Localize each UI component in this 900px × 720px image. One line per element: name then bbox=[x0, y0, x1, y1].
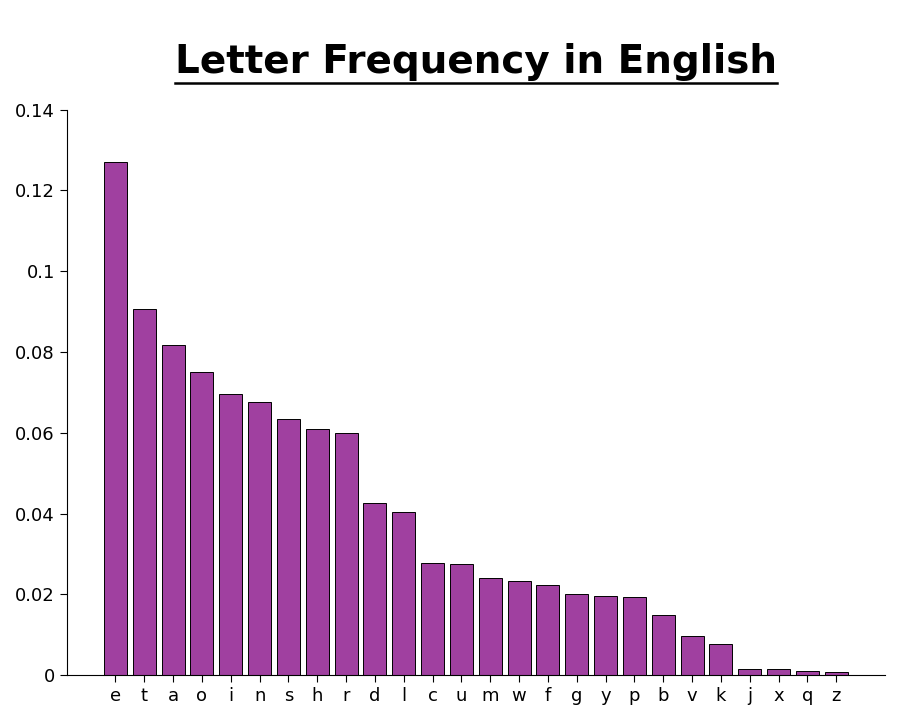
Bar bbox=[220, 394, 242, 675]
Bar bbox=[277, 420, 300, 675]
Bar bbox=[479, 578, 502, 675]
Bar bbox=[421, 563, 444, 675]
Bar bbox=[536, 585, 560, 675]
Bar bbox=[623, 597, 646, 675]
Bar bbox=[709, 644, 733, 675]
Bar bbox=[652, 615, 675, 675]
Bar bbox=[364, 503, 386, 675]
Bar bbox=[767, 669, 790, 675]
Bar bbox=[392, 513, 415, 675]
Bar bbox=[680, 636, 704, 675]
Bar bbox=[738, 669, 761, 675]
Text: Letter Frequency in English: Letter Frequency in English bbox=[175, 43, 777, 81]
Bar bbox=[796, 671, 819, 675]
Bar bbox=[161, 345, 184, 675]
Bar bbox=[191, 372, 213, 675]
Bar bbox=[248, 402, 271, 675]
Bar bbox=[508, 580, 531, 675]
Bar bbox=[565, 593, 589, 675]
Bar bbox=[104, 162, 127, 675]
Bar bbox=[132, 309, 156, 675]
Bar bbox=[306, 429, 328, 675]
Bar bbox=[594, 595, 617, 675]
Bar bbox=[335, 433, 357, 675]
Bar bbox=[450, 564, 473, 675]
Bar bbox=[824, 672, 848, 675]
